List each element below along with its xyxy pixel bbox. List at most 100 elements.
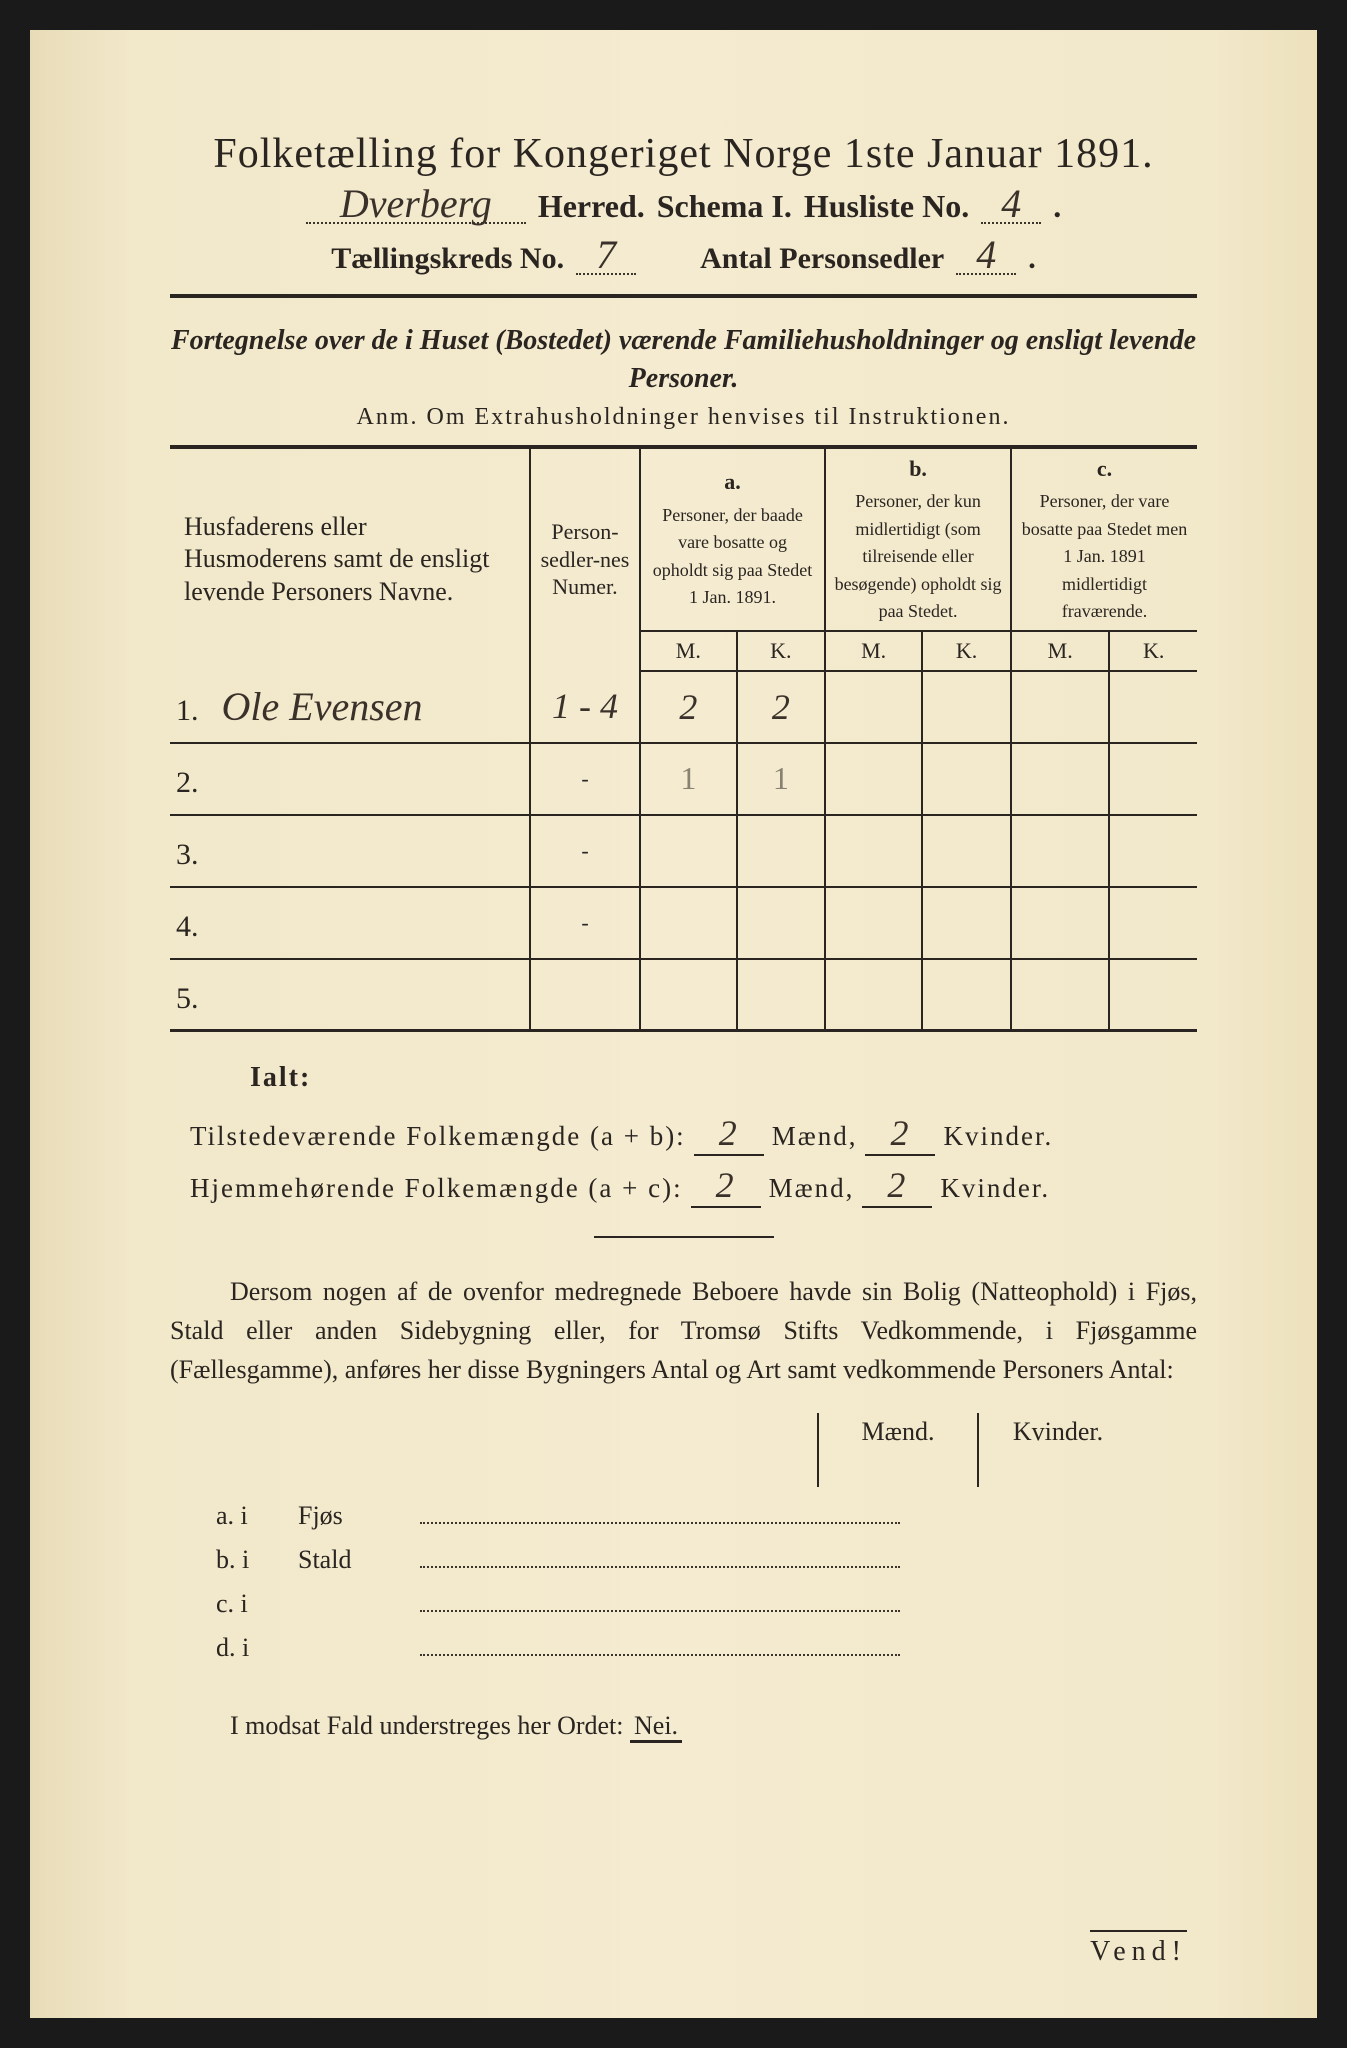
col-c-k: K. [1109,631,1197,671]
row-a-m: 1 [640,743,737,815]
husliste-label: Husliste No. [804,188,969,225]
kvinder-label-2: Kvinder. [940,1173,1050,1204]
row-b-m [825,743,922,815]
row-sedler: - [530,815,640,887]
husliste-value: 4 [981,186,1041,224]
row-c-m [1011,959,1109,1031]
row-name: 4. [170,887,530,959]
row-b-m [825,671,922,743]
personsedler-label: Antal Personsedler [700,242,944,276]
mk-row-type: Stald [294,1539,414,1581]
row-c-k [1109,743,1197,815]
mk-row-dots [416,1539,911,1581]
divider-top [170,294,1197,298]
mk-head-maend: Mænd. [817,1413,977,1487]
anm-note: Anm. Om Extrahusholdninger henvises til … [170,404,1197,431]
census-form-page: Folketælling for Kongeriget Norge 1ste J… [30,30,1317,2018]
footer-text: I modsat Fald understreges her Ordet: [230,1711,624,1740]
kreds-value: 7 [576,237,636,275]
mk-row-type: Fjøs [294,1495,414,1537]
mk-row-label: a. i [212,1495,292,1537]
row-b-m [825,815,922,887]
header-line-1: Dverberg Herred. Schema I. Husliste No. … [170,186,1197,225]
mk-row-k [1075,1583,1235,1625]
row-c-k [1109,959,1197,1031]
mk-row-m [913,1495,1073,1537]
totals-1-label: Tilstedeværende Folkemængde (a + b): [190,1121,686,1152]
paragraph: Dersom nogen af de ovenfor medregnede Be… [170,1272,1197,1389]
row-c-k [1109,887,1197,959]
col-a-header: a. Personer, der baade vare bosatte og o… [640,447,825,631]
mk-row-k [1075,1627,1235,1669]
mk-row: d. i [212,1627,1235,1669]
mk-row: a. iFjøs [212,1495,1235,1537]
page-title: Folketælling for Kongeriget Norge 1ste J… [170,130,1197,178]
row-b-k [922,959,1011,1031]
mk-row-k [1075,1539,1235,1581]
row-a-m [640,815,737,887]
totals-line-1: Tilstedeværende Folkemængde (a + b): 2 M… [190,1112,1197,1156]
row-a-k [737,887,825,959]
mk-row-dots [416,1583,911,1625]
herred-value: Dverberg [306,186,526,224]
row-sedler [530,959,640,1031]
row-a-m [640,959,737,1031]
row-a-k [737,815,825,887]
mk-row-m [913,1627,1073,1669]
row-a-k: 1 [737,743,825,815]
row-name: 1. Ole Evensen [170,671,530,743]
row-c-m [1011,815,1109,887]
table-row: 5. [170,959,1197,1031]
table-row: 2. -11 [170,743,1197,815]
row-b-m [825,887,922,959]
row-name: 3. [170,815,530,887]
col-b-header: b. Personer, der kun midlertidigt (som t… [825,447,1011,631]
col-b-k: K. [922,631,1011,671]
mk-head-kvinder: Kvinder. [977,1413,1137,1487]
mk-row-type [294,1627,414,1669]
mk-row-label: d. i [212,1627,292,1669]
footer-line: I modsat Fald understreges her Ordet: Ne… [170,1711,1197,1741]
maend-label-1: Mænd, [772,1121,858,1152]
row-name: 2. [170,743,530,815]
row-sedler: - [530,743,640,815]
personsedler-dot: . [1028,242,1036,276]
separator [594,1236,774,1238]
row-a-m [640,887,737,959]
row-a-k [737,959,825,1031]
kreds-label: Tællingskreds No. [331,242,564,276]
mk-row: c. i [212,1583,1235,1625]
totals-2-k: 2 [862,1164,932,1208]
totals-2-label: Hjemmehørende Folkemængde (a + c): [190,1173,683,1204]
col-a-m: M. [640,631,737,671]
husliste-dot: . [1053,188,1061,225]
row-a-m: 2 [640,671,737,743]
col-a-k: K. [737,631,825,671]
schema-label: Schema I. [657,188,792,225]
herred-label: Herred. [538,188,645,225]
row-b-k [922,815,1011,887]
kvinder-label-1: Kvinder. [943,1121,1053,1152]
mk-row-type [294,1583,414,1625]
row-b-k [922,743,1011,815]
mk-row: b. iStald [212,1539,1235,1581]
vend-label: Vend! [1090,1930,1187,1968]
row-c-m [1011,671,1109,743]
maend-label-2: Mænd, [769,1173,855,1204]
col-c-m: M. [1011,631,1109,671]
table-row: 3. - [170,815,1197,887]
mk-row-dots [416,1627,911,1669]
ialt-label: Ialt: [250,1062,1197,1094]
row-b-m [825,959,922,1031]
row-c-m [1011,743,1109,815]
table-header-row: Husfaderens eller Husmoderens samt de en… [170,447,1197,631]
row-b-k [922,671,1011,743]
table-row: 4. - [170,887,1197,959]
mk-row-k [1075,1495,1235,1537]
totals-1-k: 2 [865,1112,935,1156]
mk-row-label: c. i [212,1583,292,1625]
subtitle: Fortegnelse over de i Huset (Bostedet) v… [170,322,1197,398]
footer-nei: Nei. [630,1711,682,1743]
row-c-k [1109,815,1197,887]
col-c-header: c. Personer, der vare bosatte paa Stedet… [1011,447,1197,631]
